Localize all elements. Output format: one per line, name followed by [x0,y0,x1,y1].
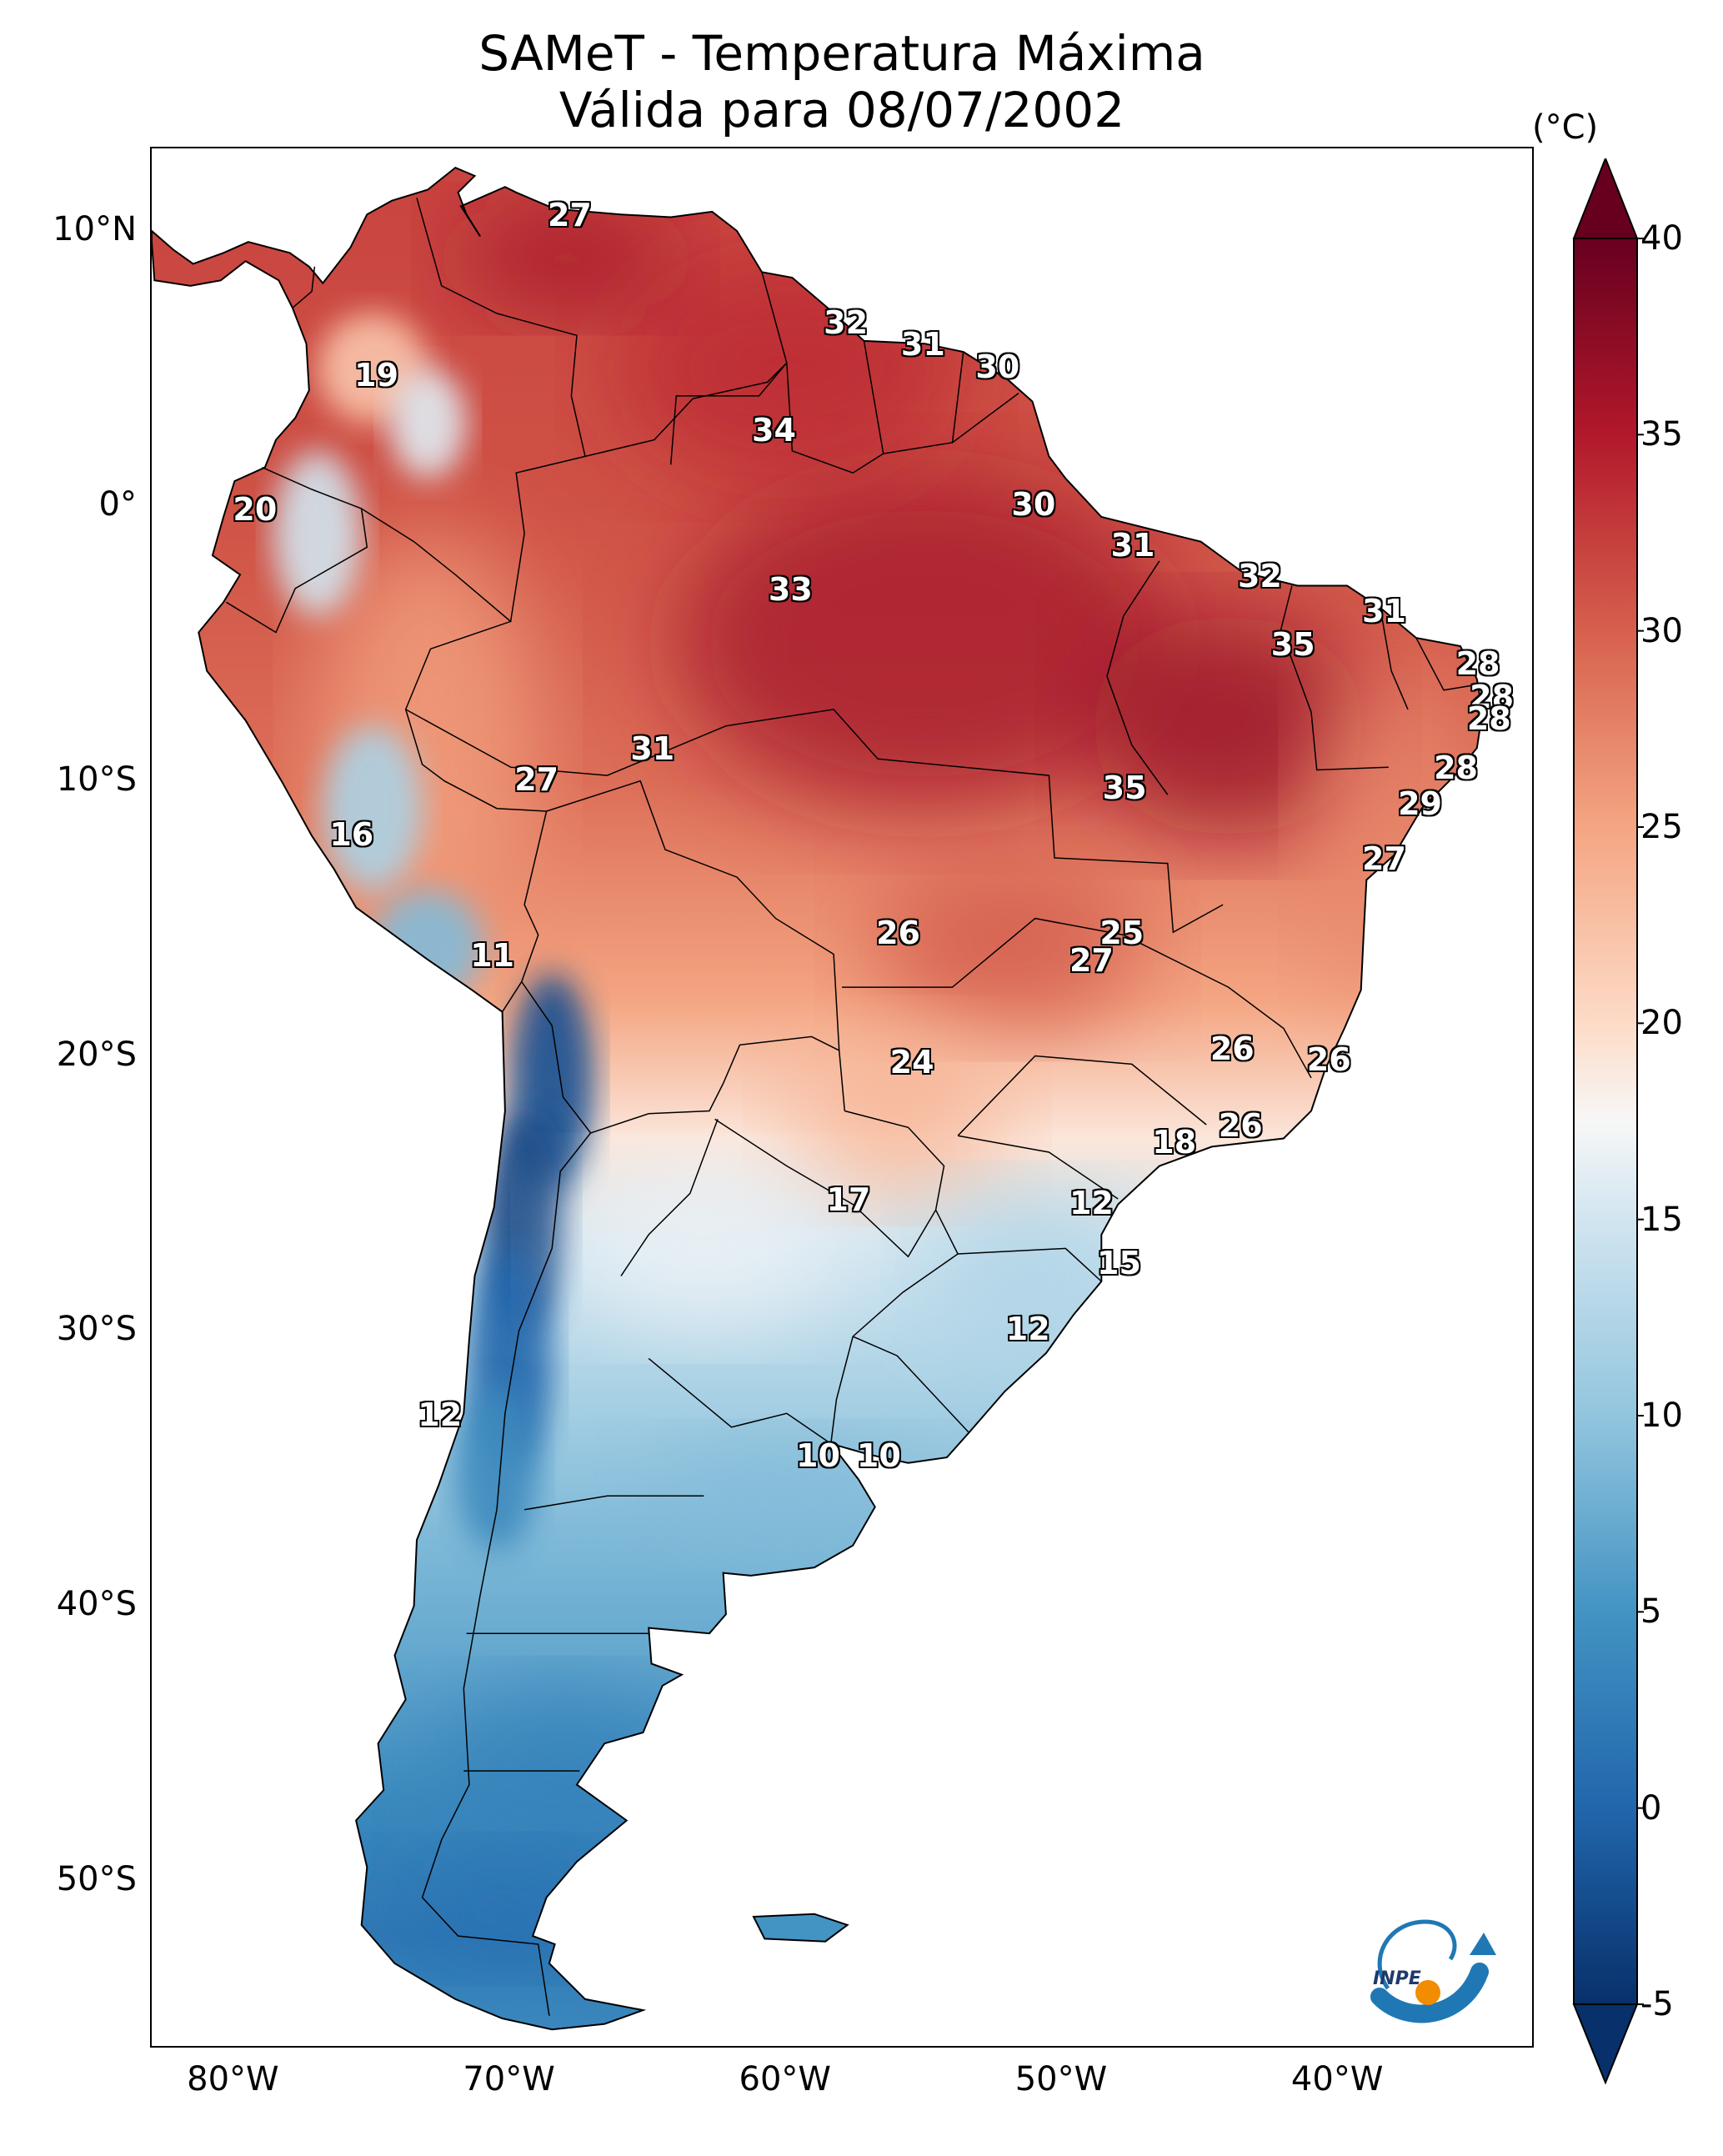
temperature-map [152,166,1484,2031]
lat-tick-label: 30°S [56,1310,137,1349]
colorbar-tick-label: 15 [1640,1200,1683,1239]
colorbar-tick-label: 10 [1640,1396,1683,1435]
lon-tick-label: 80°W [187,2060,279,2098]
logo-text: INPE [1373,1968,1421,1989]
contour-label: 11 [470,936,515,974]
lat-tick-label: 0° [98,484,137,524]
contour-label: 26 [1218,1107,1263,1145]
lat-tick-label: 10°S [56,760,137,799]
colorbar-tick-label: -5 [1640,1985,1674,2023]
inpe-logo-icon: INPE [1370,1919,1496,2023]
contour-label: 17 [826,1181,871,1219]
colorbar-tick-label: 30 [1640,611,1683,650]
contour-label: 25 [1099,915,1144,952]
contour-label: 10 [856,1437,901,1475]
lon-tick-label: 40°W [1290,2060,1384,2098]
lon-tick-label: 50°W [1014,2060,1108,2098]
contour-label: 27 [547,197,592,234]
contour-label: 27 [514,760,559,798]
contour-label: 28 [1470,678,1515,715]
colorbar-tick-label: 0 [1640,1788,1662,1828]
contour-label: 12 [1005,1311,1050,1348]
contour-label: 15 [1097,1245,1141,1282]
lat-tick-label: 20°S [56,1035,137,1074]
contour-label: 24 [889,1044,934,1081]
colorbar-tick-label: 35 [1640,415,1683,454]
colorbar-min-extend [1572,2003,1639,2084]
lon-tick-label: 60°W [739,2060,831,2098]
contour-label: 30 [975,348,1020,385]
contour-label: 10 [796,1437,840,1475]
coastline [152,166,1484,2031]
contour-label: 26 [1210,1030,1255,1067]
contour-label: 27 [1069,942,1114,980]
temperature-field [152,168,1483,2030]
contour-label: 16 [329,815,374,853]
contour-label: 29 [1398,785,1442,823]
title-line-1: SAMeT - Temperatura Máxima [478,25,1205,82]
contour-label: 26 [876,915,920,952]
lon-tick-label: 70°W [463,2060,555,2098]
colorbar-gradient [1573,238,1638,2005]
colorbar-tick-label: 5 [1640,1592,1662,1632]
contour-label: 33 [768,571,813,609]
contour-label: 35 [1102,769,1147,806]
colorbar-unit-label: (°C) [1532,108,1599,147]
contour-label: 20 [233,491,278,529]
map-plot-area [150,147,1534,2048]
contour-label: 18 [1152,1124,1197,1161]
lat-tick-label: 10°N [53,209,137,248]
contour-label: 28 [1434,750,1479,787]
contour-label: 28 [1455,645,1500,683]
contour-label: 34 [752,411,796,449]
contour-label: 26 [1306,1041,1351,1079]
contour-label: 19 [354,356,399,394]
contour-label: 35 [1270,626,1315,664]
falkland-islands [752,1913,849,1943]
country-state-borders [226,198,1477,2016]
contour-label: 32 [1237,557,1282,594]
title-line-2: Válida para 08/07/2002 [558,82,1125,138]
contour-label: 31 [630,730,675,768]
contour-label: 32 [824,304,869,342]
contour-label: 31 [1110,527,1155,564]
contour-label: 12 [418,1396,463,1433]
colorbar-max-extend [1572,158,1639,239]
contour-label: 31 [900,326,945,364]
lat-tick-label: 40°S [56,1585,137,1624]
contour-label: 28 [1466,700,1511,738]
colorbar-tick-label: 20 [1640,1004,1683,1043]
lat-tick-label: 50°S [56,1860,137,1899]
contour-label: 27 [1362,840,1406,878]
contour-label: 12 [1069,1184,1114,1221]
contour-label: 31 [1362,593,1406,630]
contour-label: 30 [1011,485,1056,523]
colorbar-tick-label: 25 [1640,808,1683,846]
map-title: SAMeT - Temperatura Máxima Válida para 0… [150,25,1534,138]
colorbar [1572,158,1644,2084]
colorbar-tick-label: 40 [1640,219,1683,258]
